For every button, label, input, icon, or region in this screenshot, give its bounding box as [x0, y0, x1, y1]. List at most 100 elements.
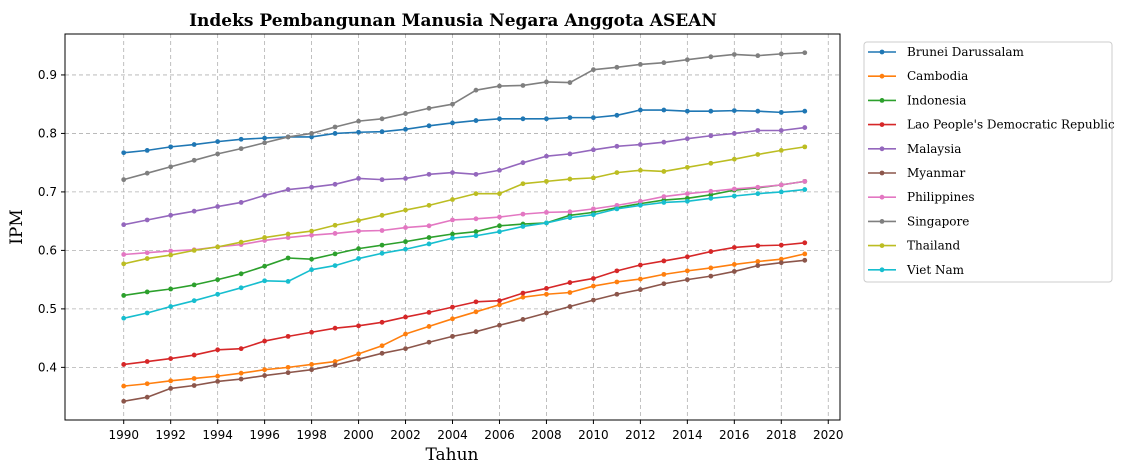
data-point	[309, 367, 314, 373]
data-point	[121, 261, 127, 267]
data-point	[262, 193, 268, 198]
data-point	[637, 142, 643, 147]
data-point	[473, 87, 479, 93]
data-point	[191, 383, 197, 388]
x-tick-label: 2018	[766, 428, 797, 442]
data-point	[614, 170, 620, 176]
data-point	[802, 50, 808, 56]
data-point	[544, 79, 549, 85]
data-point	[121, 293, 127, 298]
data-point	[614, 279, 620, 285]
data-point	[356, 351, 361, 357]
data-point	[379, 116, 385, 122]
data-point	[731, 262, 737, 267]
data-point	[473, 191, 479, 197]
data-point	[708, 192, 714, 198]
data-point	[544, 209, 549, 215]
data-point	[473, 329, 479, 335]
data-point	[356, 218, 361, 223]
data-point	[661, 258, 667, 264]
data-point	[262, 263, 268, 269]
data-point	[567, 115, 573, 121]
series-line	[123, 146, 805, 265]
data-point	[262, 235, 268, 240]
data-point	[708, 265, 714, 271]
chart-title: Indeks Pembangunan Manusia Negara Anggot…	[189, 11, 717, 31]
data-point	[544, 291, 549, 297]
data-point	[450, 217, 455, 223]
data-point	[614, 112, 620, 118]
data-point	[309, 256, 314, 262]
data-point	[755, 152, 761, 157]
y-tick-label: 0.8	[38, 126, 57, 140]
x-tick-label: 1996	[249, 428, 280, 442]
data-point	[755, 191, 761, 197]
data-point	[473, 171, 479, 177]
data-point	[614, 64, 620, 70]
legend-label: Myanmar	[907, 166, 965, 180]
data-point	[332, 325, 338, 331]
data-point	[238, 146, 244, 152]
data-point	[168, 212, 174, 218]
data-point	[661, 107, 667, 113]
data-point	[450, 231, 455, 237]
series-line	[123, 180, 805, 256]
data-point	[497, 302, 502, 308]
data-point	[403, 331, 408, 337]
series-line	[123, 259, 805, 403]
data-point	[708, 273, 714, 279]
data-point	[637, 167, 643, 173]
data-point	[426, 171, 432, 177]
legend-marker	[879, 194, 885, 200]
legend-marker	[879, 243, 885, 249]
grid	[65, 34, 840, 420]
data-point	[144, 250, 150, 256]
data-point	[121, 150, 127, 156]
data-point	[168, 286, 174, 292]
data-point	[144, 147, 150, 153]
data-point	[168, 248, 174, 254]
data-point	[708, 133, 714, 139]
data-point	[778, 182, 784, 188]
x-tick-label: 2008	[531, 428, 562, 442]
data-point	[379, 228, 385, 233]
data-point	[520, 290, 526, 296]
series-line	[123, 241, 805, 366]
data-point	[661, 194, 667, 199]
data-point	[520, 224, 526, 229]
data-point	[262, 373, 268, 378]
data-point	[497, 191, 502, 197]
data-point	[379, 177, 385, 183]
data-point	[285, 370, 291, 376]
data-point	[191, 247, 197, 253]
data-point	[168, 356, 174, 361]
data-point	[567, 80, 573, 85]
data-point	[356, 228, 361, 234]
data-point	[778, 189, 784, 195]
data-point	[708, 188, 714, 194]
data-point	[262, 135, 268, 141]
x-tick-label: 1994	[202, 428, 233, 442]
legend-marker	[879, 49, 885, 55]
legend-entry: Myanmar	[868, 166, 965, 180]
data-point	[144, 394, 150, 400]
legend-label: Brunei Darussalam	[907, 45, 1024, 59]
data-point	[755, 184, 761, 190]
data-point	[520, 211, 526, 217]
data-point	[497, 116, 502, 122]
data-point	[403, 246, 408, 252]
data-point	[450, 197, 455, 202]
data-point	[755, 259, 761, 264]
data-point	[144, 381, 150, 387]
data-point	[191, 298, 197, 304]
data-point	[332, 263, 338, 268]
series-layer	[121, 50, 808, 404]
data-point	[332, 222, 338, 228]
series-line	[123, 188, 805, 320]
data-point	[121, 315, 127, 321]
legend-label: Malaysia	[907, 142, 961, 156]
data-point	[356, 323, 361, 329]
data-point	[497, 83, 502, 89]
data-point	[262, 140, 268, 146]
data-point	[661, 271, 667, 277]
